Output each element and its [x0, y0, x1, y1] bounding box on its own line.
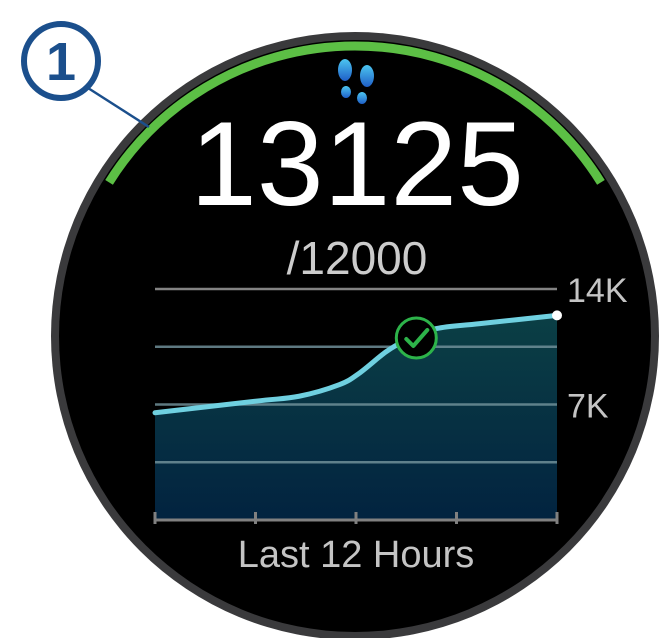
step-goal: /12000 — [287, 232, 428, 284]
callout-number: 1 — [46, 32, 76, 92]
callout-badge — [21, 21, 101, 101]
chart-area — [155, 315, 557, 520]
check-circle-icon — [394, 316, 438, 360]
y-tick-label: 14K — [567, 272, 628, 310]
step-goal-arc — [105, 41, 605, 185]
checkmark-icon — [404, 328, 430, 348]
y-tick-label: 7K — [567, 388, 609, 426]
callout-leader — [87, 86, 150, 129]
step-chart: 14K 7K — [152, 272, 628, 524]
step-count: 13125 — [190, 97, 524, 231]
current-point — [552, 310, 562, 321]
chart-x-label: Last 12 Hours — [238, 534, 475, 576]
series-line — [152, 312, 560, 416]
footprints-icon — [338, 59, 374, 104]
